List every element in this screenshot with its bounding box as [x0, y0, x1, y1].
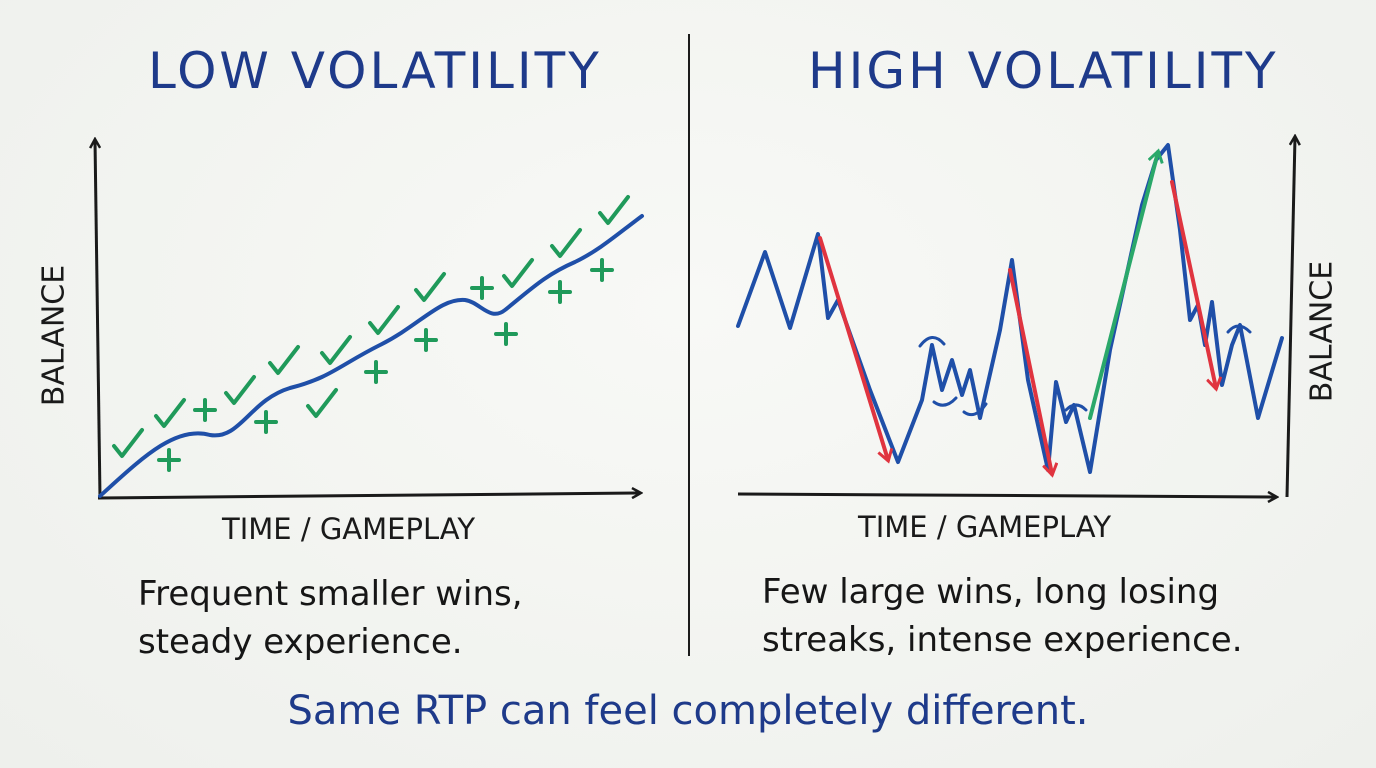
plus-icon [364, 360, 388, 384]
high-caption: Few large wins, long losing streaks, int… [762, 568, 1322, 664]
low-caption-line-1: Frequent smaller wins, [138, 574, 523, 614]
high-y-axis-label: BALANCE [1304, 260, 1340, 403]
low-caption-line-2: steady experience. [138, 622, 463, 662]
check-icon [598, 195, 630, 225]
high-y-axis [1285, 137, 1295, 498]
check-icon [154, 398, 186, 428]
check-icon [368, 305, 400, 335]
plus-icon [254, 410, 278, 434]
check-icon [306, 388, 338, 418]
high-x-axis-label: TIME / GAMEPLAY [858, 510, 1112, 544]
check-icon [502, 258, 534, 288]
plus-icon [590, 258, 614, 282]
red-arrow-down [818, 236, 888, 460]
high-caption-line-2: streaks, intense experience. [762, 620, 1243, 660]
bottom-note: Same RTP can feel completely different. [287, 688, 1089, 734]
low-y-axis-label: BALANCE [36, 264, 72, 407]
low-balance-line [98, 214, 644, 498]
low-win-marks [112, 195, 630, 472]
plus-icon [494, 322, 518, 346]
low-x-axis-label: TIME / GAMEPLAY [222, 512, 476, 546]
green-arrow-up [1088, 152, 1158, 420]
high-caption-line-1: Few large wins, long losing [762, 572, 1220, 612]
low-axes [95, 140, 640, 500]
low-y-axis [95, 140, 102, 499]
loss-arrows [818, 180, 1216, 474]
low-volatility-title: LOW VOLATILITY [148, 42, 602, 100]
low-x-axis [97, 493, 640, 500]
check-icon [320, 335, 352, 365]
plus-icon [414, 328, 438, 352]
check-icon [224, 375, 256, 405]
check-icon [112, 428, 144, 458]
high-volatility-title: HIGH VOLATILITY [808, 42, 1279, 100]
low-caption: Frequent smaller wins, steady experience… [138, 570, 658, 666]
plus-icon [470, 276, 494, 300]
red-arrow-down [1008, 268, 1052, 474]
check-icon [268, 345, 300, 375]
high-wiggles [918, 324, 1252, 417]
check-icon [550, 228, 582, 258]
panel-divider [688, 34, 690, 656]
red-arrow-down [1170, 180, 1216, 388]
check-icon [414, 272, 446, 302]
plus-icon [548, 280, 572, 304]
high-x-axis [737, 494, 1276, 497]
plus-icon [157, 448, 181, 472]
plus-icon [193, 398, 217, 422]
high-axes [737, 137, 1295, 498]
